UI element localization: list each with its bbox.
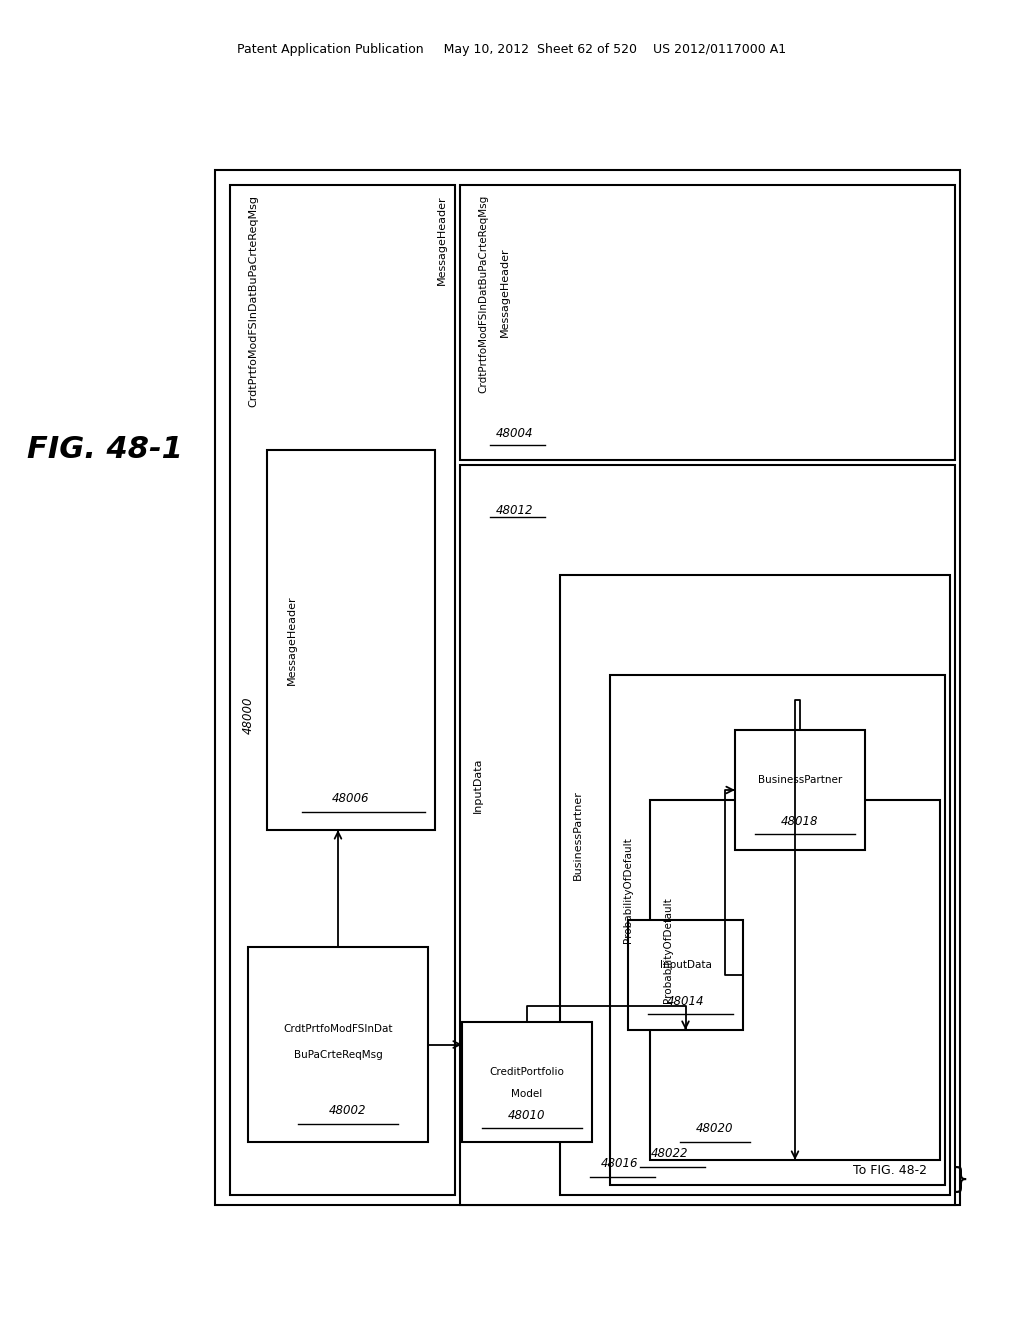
Bar (215, 170, 961, 1205)
Bar (735, 730, 865, 850)
Text: 48020: 48020 (696, 1122, 734, 1135)
Text: CrdtPrtfoModFSInDat: CrdtPrtfoModFSInDat (284, 1024, 393, 1035)
Text: 48014: 48014 (667, 995, 705, 1008)
Bar (248, 946, 428, 1142)
Bar (650, 800, 940, 1160)
Text: CrdtPrtfoModFSInDatBuPaCrteReqMsg: CrdtPrtfoModFSInDatBuPaCrteReqMsg (248, 195, 258, 407)
Text: InputData: InputData (473, 758, 483, 813)
Bar (230, 185, 455, 1195)
Text: 48002: 48002 (330, 1104, 367, 1117)
Text: Model: Model (511, 1089, 543, 1100)
Text: CrdtPrtfoModFSInDatBuPaCrteReqMsg: CrdtPrtfoModFSInDatBuPaCrteReqMsg (478, 195, 488, 393)
Text: MessageHeader: MessageHeader (287, 595, 297, 685)
Text: MessageHeader: MessageHeader (500, 248, 510, 338)
Text: }: } (951, 1166, 969, 1195)
Bar (267, 450, 435, 830)
Text: 48010: 48010 (508, 1109, 546, 1122)
Text: BusinessPartner: BusinessPartner (573, 791, 583, 880)
Text: CreditPortfolio: CreditPortfolio (489, 1067, 564, 1077)
Bar (460, 465, 955, 1205)
Text: 48016: 48016 (601, 1158, 639, 1170)
Bar (462, 1022, 592, 1142)
Bar (560, 576, 950, 1195)
Bar (628, 920, 743, 1030)
Bar (460, 185, 955, 459)
Text: To FIG. 48-2: To FIG. 48-2 (853, 1163, 927, 1176)
Text: FIG. 48-1: FIG. 48-1 (27, 436, 183, 465)
Text: ProbabilityOfDefault: ProbabilityOfDefault (623, 837, 633, 942)
Bar (610, 675, 945, 1185)
Text: 48018: 48018 (781, 814, 819, 828)
Text: MessageHeader: MessageHeader (437, 195, 447, 285)
Text: 48022: 48022 (651, 1147, 689, 1160)
Text: BuPaCrteReqMsg: BuPaCrteReqMsg (294, 1049, 382, 1060)
Text: ProbabilityOfDefault: ProbabilityOfDefault (663, 898, 673, 1003)
Text: 48004: 48004 (497, 426, 534, 440)
Text: BusinessPartner: BusinessPartner (758, 775, 842, 785)
Text: 48006: 48006 (332, 792, 370, 805)
Text: 48000: 48000 (242, 696, 255, 734)
Text: 48012: 48012 (497, 503, 534, 516)
Text: Patent Application Publication     May 10, 2012  Sheet 62 of 520    US 2012/0117: Patent Application Publication May 10, 2… (238, 44, 786, 57)
Text: InputData: InputData (659, 960, 712, 970)
